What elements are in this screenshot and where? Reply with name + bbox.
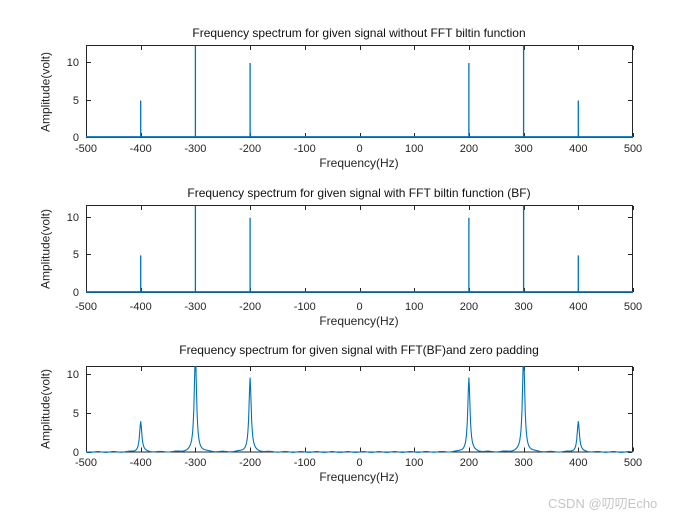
x-tick-label: -100 <box>293 457 316 469</box>
y-tick-label: 10 <box>66 368 79 381</box>
x-tick-label: 0 <box>356 143 363 155</box>
axes-box <box>86 45 633 138</box>
x-tick-label: -400 <box>129 143 152 155</box>
plot-area <box>86 45 634 138</box>
x-tick-label: 400 <box>569 301 588 313</box>
x-tick-label: -400 <box>129 457 152 469</box>
x-tick-label: 100 <box>405 457 424 469</box>
axis-ticks <box>86 367 634 453</box>
axis-ticks <box>86 46 634 138</box>
axes-box <box>86 205 633 293</box>
x-tick-label: 500 <box>623 457 643 469</box>
x-tick-label: -200 <box>239 143 262 155</box>
x-tick-label: -200 <box>239 301 262 313</box>
y-axis-label: Amplitude(volt) <box>38 51 53 132</box>
x-tick-label: 400 <box>569 457 588 469</box>
x-tick-label: -100 <box>293 143 316 155</box>
spectrum-line <box>85 366 634 453</box>
x-axis-label: Frequency(Hz) <box>319 470 399 484</box>
watermark: CSDN @叨叨Echo <box>548 496 658 511</box>
y-axis-label: Amplitude(volt) <box>38 208 53 290</box>
spectrum-spikes <box>140 205 579 292</box>
y-axis-label: Amplitude(volt) <box>38 369 53 450</box>
x-tick-label: 300 <box>514 143 533 155</box>
x-tick-label: 500 <box>623 143 643 155</box>
x-tick-label: -300 <box>184 457 207 469</box>
x-tick-label: 500 <box>623 301 643 313</box>
chart-title: Frequency spectrum for given signal with… <box>192 26 526 40</box>
x-tick-label: 200 <box>459 143 479 155</box>
x-tick-label: 100 <box>405 301 424 313</box>
y-tick-label: 10 <box>66 211 79 224</box>
x-tick-label: 100 <box>405 143 424 155</box>
x-tick-label: -300 <box>184 143 207 155</box>
x-tick-label: -400 <box>129 301 152 313</box>
x-tick-label: 0 <box>356 457 363 469</box>
axis-ticks <box>86 206 634 293</box>
x-axis-label: Frequency(Hz) <box>319 314 399 328</box>
x-tick-label: -500 <box>74 457 98 469</box>
x-tick-label: -500 <box>74 143 98 155</box>
x-tick-label: -200 <box>239 457 262 469</box>
chart-title: Frequency spectrum for given signal with… <box>187 186 531 200</box>
x-tick-label: 200 <box>459 457 479 469</box>
y-tick-label: 10 <box>66 57 79 69</box>
y-tick-label: 0 <box>72 132 79 144</box>
x-axis-label: Frequency(Hz) <box>319 156 399 170</box>
plot-area <box>85 366 634 453</box>
plot-area <box>86 205 634 293</box>
x-tick-label: 0 <box>356 301 363 313</box>
x-tick-label: 400 <box>569 143 588 155</box>
chart-title: Frequency spectrum for given signal with… <box>179 343 539 357</box>
y-tick-label: 5 <box>72 94 79 107</box>
x-tick-label: -300 <box>184 301 207 313</box>
x-tick-label: 300 <box>514 457 533 469</box>
axes-box <box>86 366 633 453</box>
y-tick-label: 5 <box>72 407 79 420</box>
y-tick-label: 5 <box>72 249 79 262</box>
x-tick-label: -500 <box>74 301 98 313</box>
x-tick-label: -100 <box>293 301 316 313</box>
y-tick-label: 0 <box>72 446 79 459</box>
spectrum-spikes <box>140 45 579 137</box>
y-tick-label: 0 <box>72 287 79 299</box>
x-tick-label: 200 <box>459 301 479 313</box>
x-tick-label: 300 <box>514 301 533 313</box>
